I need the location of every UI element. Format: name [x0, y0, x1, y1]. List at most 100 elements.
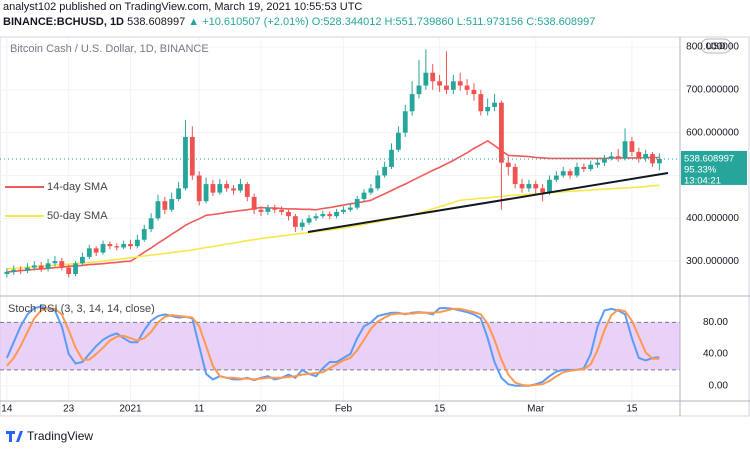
candle-body [224, 184, 230, 189]
candle-body [526, 184, 532, 189]
candle-body [457, 81, 463, 86]
candle-body [73, 263, 78, 275]
rsi-title: Stoch RSI (3, 3, 14, 14, close) [8, 303, 155, 315]
x-tick-label: Mar [527, 404, 545, 415]
ohlc-close: C:538.608997 [526, 16, 596, 28]
candle-body [595, 162, 600, 165]
last-price-countdown: 13:04:21 [684, 175, 721, 186]
currency-button[interactable] [700, 38, 732, 54]
brand-logo [6, 431, 23, 442]
candle-body [272, 207, 278, 210]
candle-body [313, 216, 319, 219]
candle-body [505, 162, 511, 167]
candle-body [602, 158, 607, 163]
candle-body [347, 207, 353, 210]
candle-body [251, 196, 257, 210]
candle-body [45, 263, 51, 269]
candle-body [334, 211, 339, 217]
candle-body [375, 175, 381, 189]
candle-body [18, 269, 24, 271]
brand-name: TradingView [27, 429, 93, 443]
candle-body [286, 211, 291, 217]
candle-body [512, 166, 518, 185]
candle-body [485, 106, 491, 112]
candle-body [581, 166, 587, 170]
candle-body [107, 244, 113, 247]
candle-body [121, 244, 127, 248]
last-price-percent-label: 95.33% [684, 164, 717, 175]
candle-body [622, 141, 628, 159]
rsi-line [5, 305, 660, 387]
candle-body [59, 261, 65, 268]
candle-body [540, 188, 546, 193]
currency-label: USD [706, 41, 726, 51]
ohlc-low: L:511.973156 [456, 16, 524, 28]
candle-body [430, 72, 436, 82]
candle-body [341, 209, 346, 212]
y-tick-label: 600.000000 [686, 127, 739, 138]
ohlc-high: H:551.739860 [384, 16, 454, 28]
candle-body [354, 199, 360, 208]
candle-body [395, 132, 401, 150]
x-tick-label: 14 [1, 404, 13, 415]
last-price-last-price_label: 538.608997 [684, 153, 734, 164]
candle-body [444, 85, 449, 90]
candle-body [608, 156, 614, 159]
candle-body [279, 209, 285, 212]
last-price: 538.608997 [127, 16, 186, 28]
brand: TradingView [6, 429, 93, 443]
candle-body [382, 166, 388, 176]
candle-body [189, 136, 195, 176]
candle-body [217, 184, 223, 193]
candle-body [327, 214, 333, 217]
change: ▲ +10.610507 (+2.01%) [188, 16, 309, 28]
sma-line [6, 139, 660, 273]
x-tick-label: 23 [63, 404, 75, 415]
last-price-box [681, 150, 747, 185]
candle-body [320, 214, 326, 217]
candle-body [629, 141, 635, 152]
y-tick-label: 40.00 [703, 349, 728, 360]
candle-body [176, 188, 181, 200]
candle-body [4, 271, 10, 275]
candle-body [450, 81, 456, 90]
y-tick-label: 400.000000 [686, 213, 739, 224]
candle-body [389, 149, 394, 167]
candle-body [402, 111, 408, 133]
candle-body [210, 184, 216, 193]
candle-body [265, 207, 271, 212]
x-tick-label: Feb [335, 404, 353, 415]
candle-body [560, 171, 566, 176]
candle-body [66, 267, 72, 275]
candle-body [128, 244, 133, 247]
candle-body [258, 209, 264, 212]
candle-body [134, 239, 140, 247]
candle-body [114, 246, 120, 248]
x-tick-label: 11 [194, 404, 205, 415]
candle-body [464, 85, 470, 90]
candle-body [547, 179, 552, 193]
candle-body [574, 166, 580, 176]
candle-body [196, 175, 202, 202]
candle-body [203, 184, 209, 202]
candle-body [52, 261, 58, 264]
candle-body [519, 184, 525, 189]
candle-body [567, 171, 573, 176]
candle-body [361, 192, 367, 200]
x-tick-label: 20 [255, 404, 267, 415]
candle-body [183, 136, 188, 189]
byline: analyst102 published on TradingView.com,… [3, 1, 363, 13]
chart-title: Bitcoin Cash / U.S. Dollar, 1D, BINANCE [10, 43, 209, 55]
candle-body [416, 85, 422, 95]
candle-body [299, 222, 305, 227]
candle-body [423, 72, 429, 86]
candle-body [38, 265, 44, 269]
symbol: BINANCE:BCHUSD, 1D [3, 16, 125, 28]
legend-label: 14-day SMA [47, 181, 108, 193]
candle-body [615, 156, 621, 159]
ohlc-open: O:528.344012 [311, 16, 382, 28]
candle-body [86, 248, 92, 257]
candle-body [409, 94, 415, 112]
x-tick-label: 2021 [119, 404, 142, 415]
